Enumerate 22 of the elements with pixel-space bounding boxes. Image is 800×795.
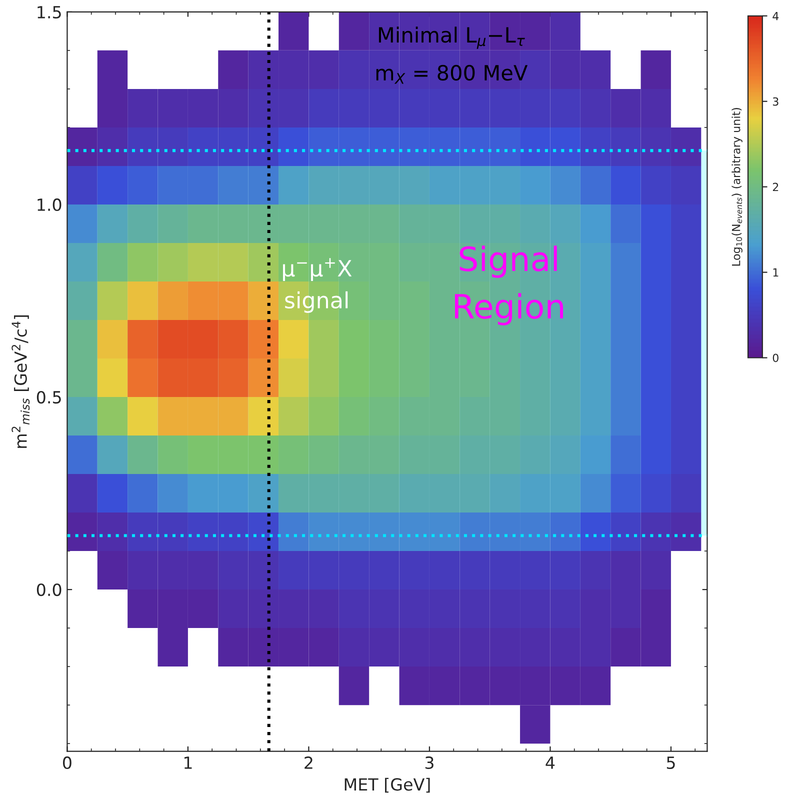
x-tick-label: 4 [546,756,555,769]
x-tick-label: 2 [304,756,312,769]
x-tick-label: 3 [425,756,434,770]
color-bar-label: 1 [773,268,778,277]
x-tick-label: 1 [184,756,192,769]
color-bar-title: Log$_{10}$(N$_{events}$) (arbitrary unit) [732,108,742,266]
annotation: μ$^{−}$μ$^{+}$X signal [283,258,352,313]
y-tick-label: 0.0 [36,584,62,596]
annotation: Minimal L$_{μ}$−L$_{τ}$ [378,26,525,49]
y-tick-label: 1.5 [38,6,61,18]
annotation: m$_{X}$ = 800 MeV [376,64,528,84]
color-bar-label: 4 [772,12,779,20]
x-tick-label: 5 [666,756,675,770]
x-tick-label: 0 [62,756,72,770]
color-bar-label: 2 [772,182,778,192]
annotation: Signal Region [455,246,564,326]
color-bar-label: 3 [772,97,778,106]
x-axis-title: MET [GeV] [344,778,430,793]
y-tick-label: 0.5 [36,390,61,404]
y-tick-label: 1.0 [38,198,62,212]
y-axis-title: m$^{2}$$_{miss}$ [GeV$^{2}$/c$^{4}$] [12,315,30,448]
color-bar-label: 0 [772,354,778,362]
